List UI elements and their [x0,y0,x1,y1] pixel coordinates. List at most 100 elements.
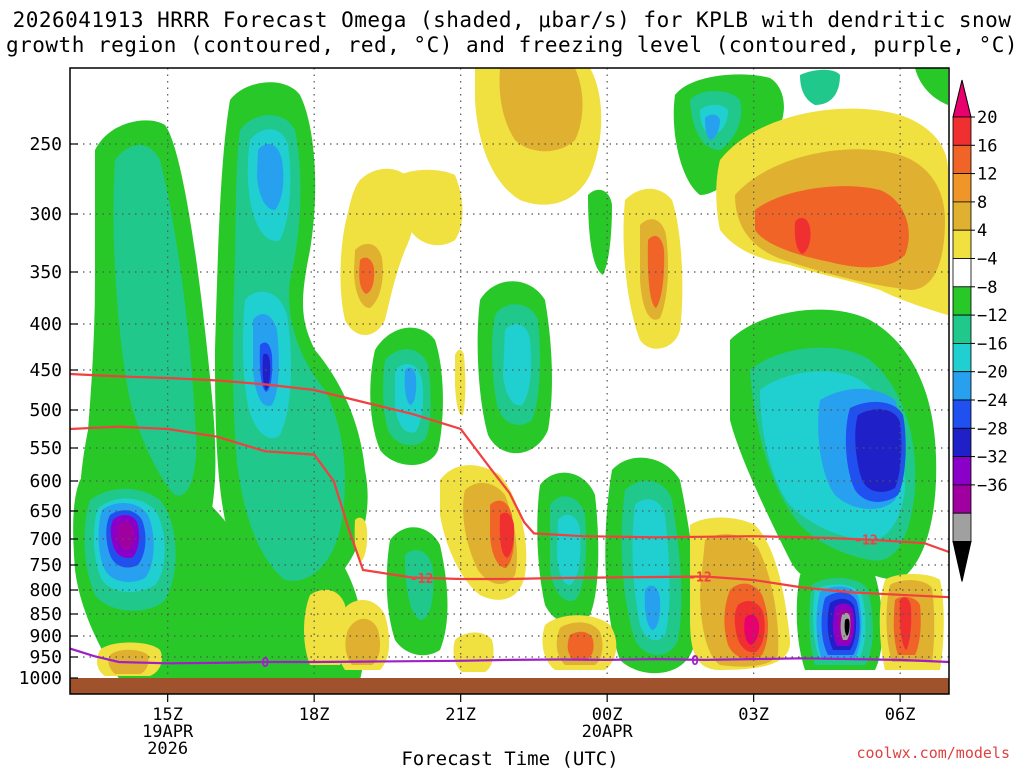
plot-frame [69,67,950,695]
contour-line [70,425,949,599]
colorbar-label: −20 [977,363,1008,383]
omega-cell [404,367,417,405]
colorbar-top-arrow [952,79,972,118]
y-tick-label: 750 [29,555,62,576]
colorbar-label: 8 [977,193,987,213]
omega-cell [354,517,368,562]
colorbar: 20 16 12 8 4 −4 −8 −12 −16 −20 −24 −28 −32 −36 [952,79,1008,582]
colorbar-label: −28 [977,419,1008,439]
colorbar-label: 4 [977,221,987,241]
y-tick-label: 500 [29,400,62,421]
colorbar-segment [952,286,972,316]
omega-cell [262,353,271,390]
x-tick-sublabel: 2026 [147,739,188,759]
credit-text[interactable]: coolwx.com/models [856,744,1010,762]
omega-cell [117,521,134,550]
contour-lines [70,372,949,665]
omega-cell [844,618,850,636]
colorbar-segment [952,342,972,373]
y-tick-label: 850 [29,604,62,625]
colorbar-label: −24 [977,391,1008,411]
omega-cell [632,499,670,641]
x-tick-sublabel: 19APR [142,722,194,742]
contour-label: -12 [854,534,877,549]
colorbar-label: −32 [977,448,1008,468]
y-tick-label: 350 [29,262,62,283]
y-tick-label: 700 [29,529,62,550]
contour-label: 0 [691,654,699,669]
omega-cell [499,68,583,152]
y-tick-label: 650 [29,501,62,522]
omega-cell [644,585,661,630]
omega-cell [557,514,581,585]
omega-cell [257,144,284,210]
colorbar-label: 20 [977,108,997,128]
x-tick-label: 15Z [152,705,183,725]
colorbar-segment [952,314,972,344]
x-tick-label: 03Z [738,705,769,725]
x-tick-label: 18Z [299,705,330,725]
y-tick-label: 950 [29,647,62,668]
y-tick-label: 250 [29,134,62,155]
y-tick-label: 300 [29,204,62,225]
omega-cell [345,618,380,665]
colorbar-bottom-arrow [952,541,972,582]
y-tick-label: 1000 [19,668,62,689]
colorbar-label: −36 [977,476,1008,496]
omega-cell [453,632,494,672]
y-tick-label: 900 [29,626,62,647]
colorbar-segment [952,116,972,146]
chart-title-line-1: 2026041913 HRRR Forecast Omega (shaded, … [12,8,1012,32]
colorbar-label: −12 [977,306,1008,326]
omega-cell [588,189,612,275]
colorbar-segment [952,512,972,542]
colorbar-segment [952,229,972,259]
omega-cell [855,409,902,492]
y-tick-label: 800 [29,580,62,601]
contour-line [70,372,949,554]
colorbar-segment [952,144,972,175]
colorbar-segment [952,201,972,231]
omega-cell [915,68,948,105]
chart-title-line-2: growth region (contoured, red, °C) and f… [5,33,1019,57]
contour-label: -12 [688,571,711,586]
omega-cell [455,349,466,416]
contour-label: -12 [410,572,433,587]
colorbar-label: 16 [977,136,997,156]
colorbar-segment [952,258,972,288]
colorbar-segment [952,456,972,486]
grid-lines [70,68,949,678]
y-tick-label: 400 [29,314,62,335]
omega-cell [503,324,532,406]
omega-cell [899,597,912,650]
omega-cell [359,257,375,294]
ground-surface [70,678,949,694]
x-tick-sublabel: 20APR [582,722,634,742]
omega-cell [794,217,811,254]
x-tick-label: 21Z [445,705,476,725]
omega-cell [744,614,760,645]
omega-cell [399,169,463,246]
colorbar-segment [952,427,972,457]
x-tick-label: 06Z [885,705,916,725]
colorbar-label: 12 [977,165,997,185]
omega-cell [499,512,515,558]
colorbar-label: −4 [977,250,997,270]
x-tick-label: 00Z [592,705,623,725]
y-tick-label: 450 [29,360,62,381]
contour-line [70,647,949,665]
colorbar-segment [952,399,972,429]
omega-cell [705,114,720,140]
omega-cell [405,550,434,620]
omega-cell [567,631,594,660]
omega-cell [755,186,909,268]
omega-shading [73,68,948,678]
colorbar-label: −16 [977,334,1008,354]
colorbar-segment [952,371,972,401]
contour-labels: -12 -12 -12 0 0 [261,534,877,671]
y-tick-label: 600 [29,471,62,492]
colorbar-segment [952,484,972,514]
colorbar-label: −8 [977,278,997,298]
